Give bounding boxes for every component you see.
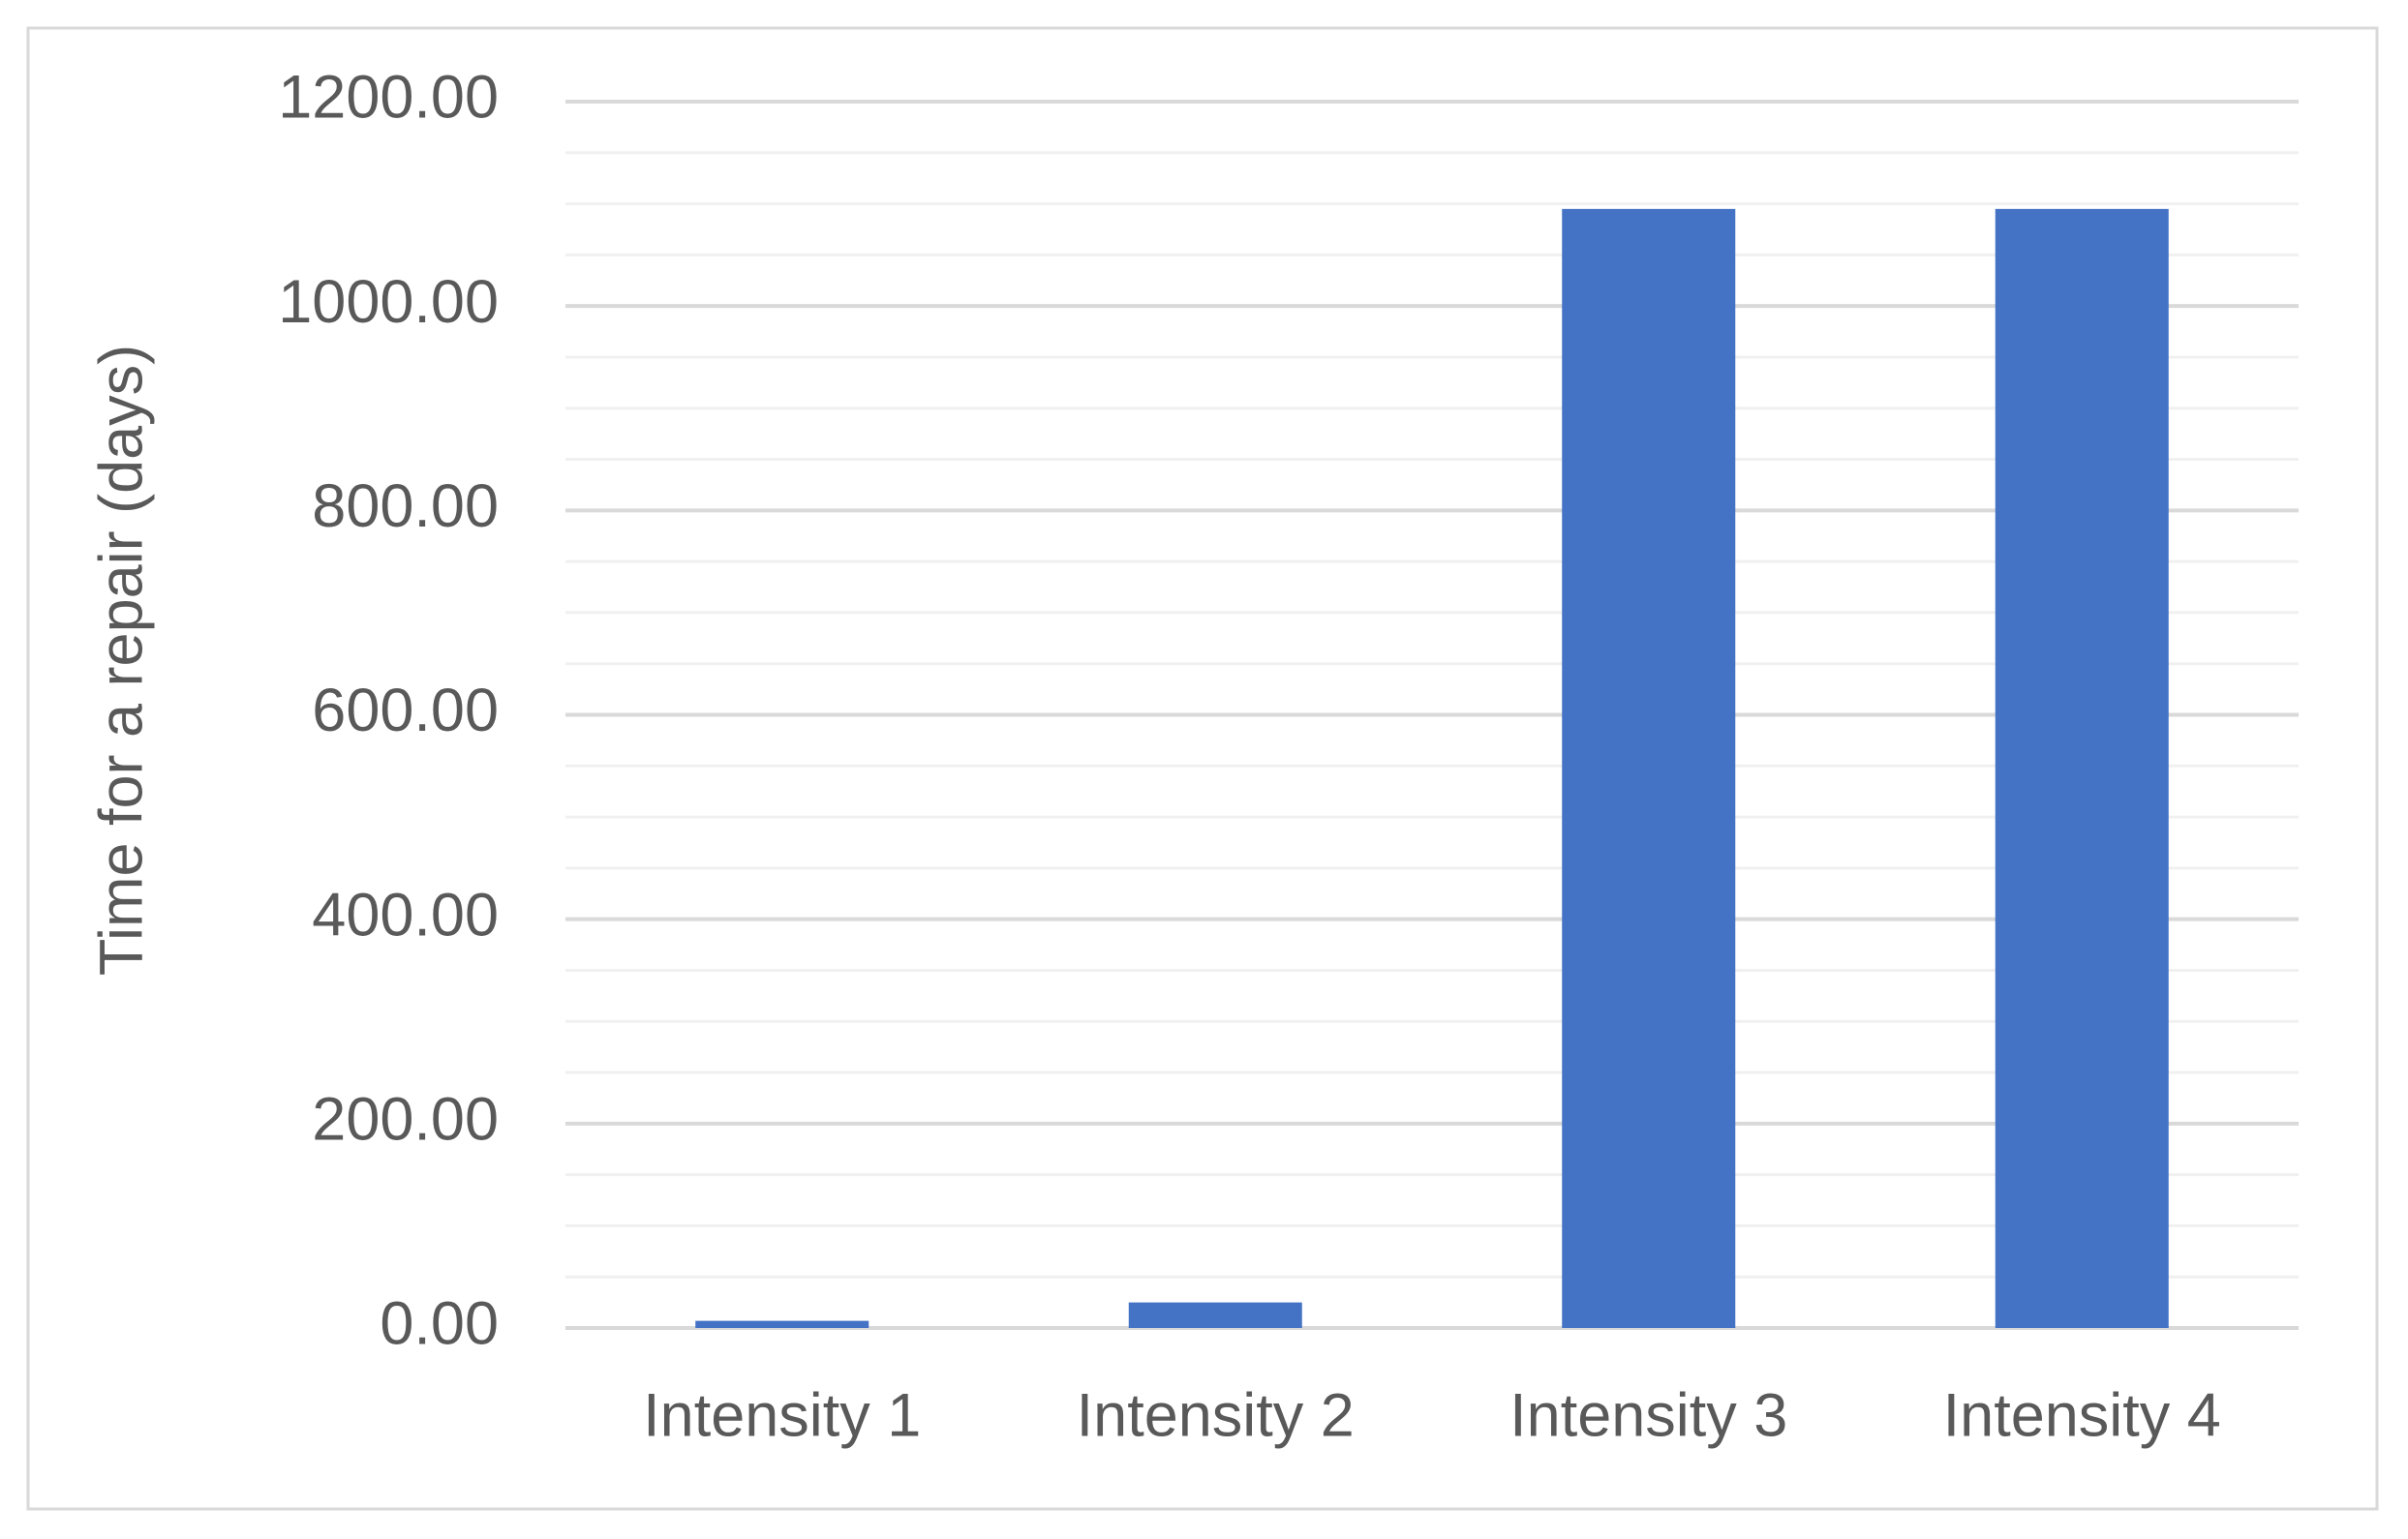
y-tick-label: 800.00 — [312, 472, 499, 540]
y-tick-label: 200.00 — [312, 1085, 499, 1153]
y-tick-label: 0.00 — [380, 1290, 499, 1358]
y-tick-label: 1000.00 — [278, 268, 499, 336]
x-tick-label: Intensity 2 — [1077, 1382, 1355, 1450]
y-tick-label: 400.00 — [312, 881, 499, 949]
bar — [695, 1320, 869, 1328]
y-tick-label: 600.00 — [312, 677, 499, 744]
x-tick-label: Intensity 4 — [1943, 1382, 2221, 1450]
bar — [1128, 1302, 1302, 1328]
y-axis-label: Time for a repair (days) — [88, 345, 156, 976]
bar — [1995, 208, 2169, 1328]
x-tick-label: Intensity 1 — [643, 1382, 921, 1450]
bar — [1562, 208, 1736, 1328]
y-tick-label: 1200.00 — [278, 64, 499, 132]
chart-border — [26, 26, 2379, 1511]
x-tick-label: Intensity 3 — [1509, 1382, 1787, 1450]
